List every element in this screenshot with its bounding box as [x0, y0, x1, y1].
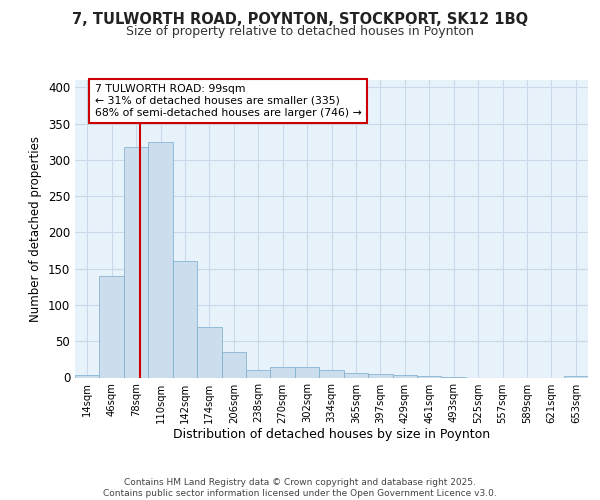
Bar: [417, 376, 442, 378]
Bar: [442, 377, 466, 378]
Bar: [148, 142, 173, 378]
Bar: [344, 373, 368, 378]
X-axis label: Distribution of detached houses by size in Poynton: Distribution of detached houses by size …: [173, 428, 490, 442]
Bar: [173, 262, 197, 378]
Bar: [563, 376, 588, 378]
Text: 7 TULWORTH ROAD: 99sqm
← 31% of detached houses are smaller (335)
68% of semi-de: 7 TULWORTH ROAD: 99sqm ← 31% of detached…: [95, 84, 361, 117]
Y-axis label: Number of detached properties: Number of detached properties: [29, 136, 43, 322]
Bar: [319, 370, 344, 378]
Bar: [368, 374, 392, 378]
Bar: [271, 368, 295, 378]
Text: 7, TULWORTH ROAD, POYNTON, STOCKPORT, SK12 1BQ: 7, TULWORTH ROAD, POYNTON, STOCKPORT, SK…: [72, 12, 528, 28]
Bar: [75, 374, 100, 378]
Bar: [197, 326, 221, 378]
Bar: [221, 352, 246, 378]
Text: Size of property relative to detached houses in Poynton: Size of property relative to detached ho…: [126, 25, 474, 38]
Bar: [246, 370, 271, 378]
Bar: [124, 147, 148, 378]
Bar: [295, 368, 319, 378]
Text: Contains HM Land Registry data © Crown copyright and database right 2025.
Contai: Contains HM Land Registry data © Crown c…: [103, 478, 497, 498]
Bar: [100, 276, 124, 378]
Bar: [392, 374, 417, 378]
